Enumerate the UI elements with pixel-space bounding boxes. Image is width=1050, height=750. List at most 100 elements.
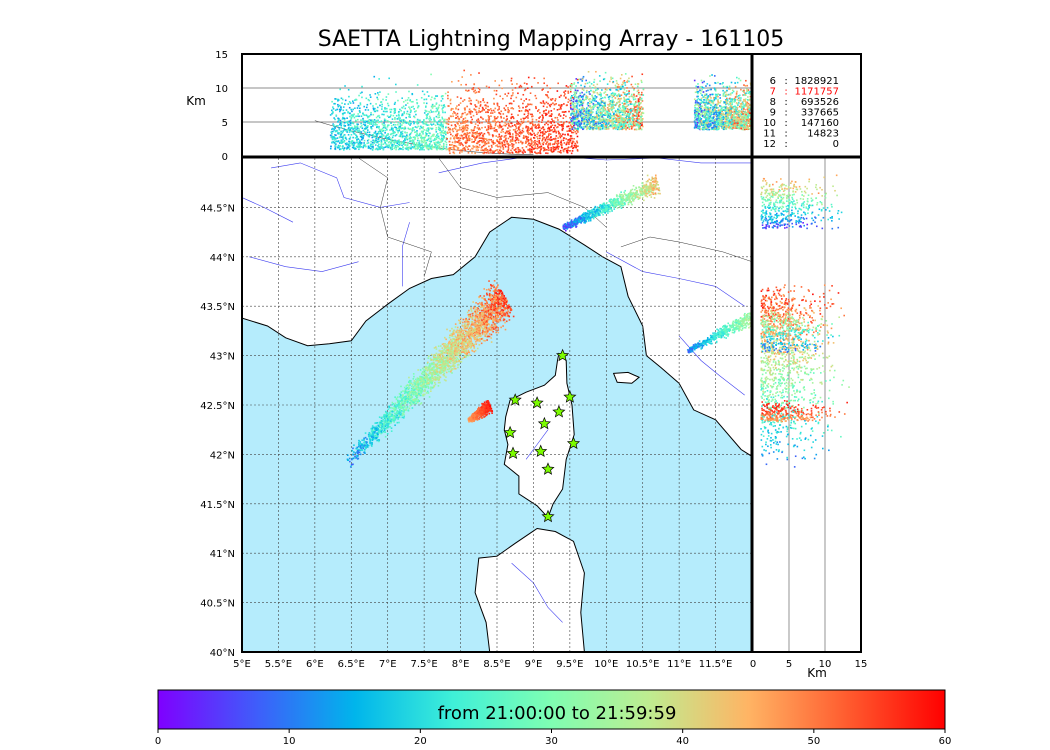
altitude-point xyxy=(585,98,588,100)
altitude-point xyxy=(467,135,470,138)
altitude-point xyxy=(592,127,594,130)
altitude-point xyxy=(731,118,734,121)
altitude-point xyxy=(467,137,470,139)
altitude-point xyxy=(474,123,477,125)
altitude-point xyxy=(384,107,386,109)
altitude-point xyxy=(427,148,430,151)
altitude-point xyxy=(503,141,506,143)
altitude-point xyxy=(421,140,423,143)
altitude-point xyxy=(352,108,354,111)
altitude-point xyxy=(433,117,435,119)
altitude-point xyxy=(569,89,572,91)
altitude-point xyxy=(341,98,344,101)
altitude-point xyxy=(471,138,473,141)
altitude-point xyxy=(449,152,451,155)
altitude-point xyxy=(440,124,443,127)
altitude-point xyxy=(570,125,573,128)
altitude-point xyxy=(529,150,531,153)
altitude-point xyxy=(599,120,601,122)
altitude-point xyxy=(475,145,477,148)
altitude-point xyxy=(601,120,604,122)
altitude-point xyxy=(440,141,442,143)
altitude-point xyxy=(392,123,395,126)
altitude-point xyxy=(406,138,409,141)
altitude-point xyxy=(570,152,573,155)
altitude-point xyxy=(519,125,521,127)
altitude-point xyxy=(334,140,337,143)
altitude-point xyxy=(575,128,577,130)
altitude-point xyxy=(731,120,734,122)
altitude-point xyxy=(368,99,371,102)
altitude-point xyxy=(415,134,417,137)
altitude-point xyxy=(353,148,356,150)
altitude-point xyxy=(442,127,444,129)
altitude-point xyxy=(567,90,570,93)
altitude-point xyxy=(430,124,433,126)
altitude-point xyxy=(507,130,509,133)
altitude-point xyxy=(633,111,636,113)
altitude-point xyxy=(470,129,473,131)
altitude-point xyxy=(505,104,508,107)
altitude-point xyxy=(511,83,513,85)
altitude-point xyxy=(732,98,735,101)
altitude-point xyxy=(713,111,715,113)
altitude-point xyxy=(524,109,527,112)
altitude-point xyxy=(628,121,630,124)
altitude-point xyxy=(378,127,380,129)
altitude-point xyxy=(547,144,549,147)
altitude-point xyxy=(589,100,591,103)
altitude-point xyxy=(337,103,339,106)
altitude-point xyxy=(376,147,378,150)
altitude-point xyxy=(414,126,417,128)
altitude-points xyxy=(329,69,752,155)
altitude-point xyxy=(711,111,714,113)
altitude-point xyxy=(504,144,506,146)
altitude-point xyxy=(622,91,625,94)
altitude-point xyxy=(381,108,383,110)
altitude-point xyxy=(610,94,613,96)
altitude-point xyxy=(610,76,612,79)
altitude-point xyxy=(584,125,587,128)
altitude-point xyxy=(404,135,406,138)
altitude-point xyxy=(613,113,615,116)
altitude-point xyxy=(633,124,635,127)
altitude-point xyxy=(611,111,614,113)
altitude-point xyxy=(600,97,602,100)
altitude-point xyxy=(620,125,623,128)
altitude-point xyxy=(592,91,595,94)
altitude-point xyxy=(604,91,607,93)
altitude-point xyxy=(440,123,442,126)
altitude-point xyxy=(625,115,628,118)
altitude-point xyxy=(461,131,464,133)
altitude-point xyxy=(459,152,461,154)
altitude-point xyxy=(335,143,337,145)
altitude-point xyxy=(524,88,527,91)
altitude-point xyxy=(425,122,428,124)
altitude-point xyxy=(622,81,624,84)
altitude-point xyxy=(469,149,472,151)
altitude-point xyxy=(329,134,332,137)
altitude-point xyxy=(731,111,734,113)
altitude-point xyxy=(427,130,430,132)
altitude-point xyxy=(617,111,620,113)
altitude-point xyxy=(357,113,359,115)
altitude-point xyxy=(384,131,386,134)
altitude-point xyxy=(490,112,492,114)
altitude-point xyxy=(594,104,597,106)
altitude-point xyxy=(552,147,554,149)
altitude-point xyxy=(702,128,704,131)
altitude-point xyxy=(454,145,456,147)
altitude-point xyxy=(402,122,405,124)
altitude-point xyxy=(574,108,576,111)
altitude-point xyxy=(346,121,348,123)
altitude-point xyxy=(554,98,557,100)
altitude-point xyxy=(435,131,438,133)
altitude-point xyxy=(697,115,699,117)
altitude-point xyxy=(381,113,383,116)
altitude-point xyxy=(550,147,552,149)
altitude-point xyxy=(592,122,595,124)
altitude-point xyxy=(602,114,605,116)
altitude-point xyxy=(590,109,593,111)
altitude-point xyxy=(486,139,488,142)
altitude-point xyxy=(717,116,720,119)
